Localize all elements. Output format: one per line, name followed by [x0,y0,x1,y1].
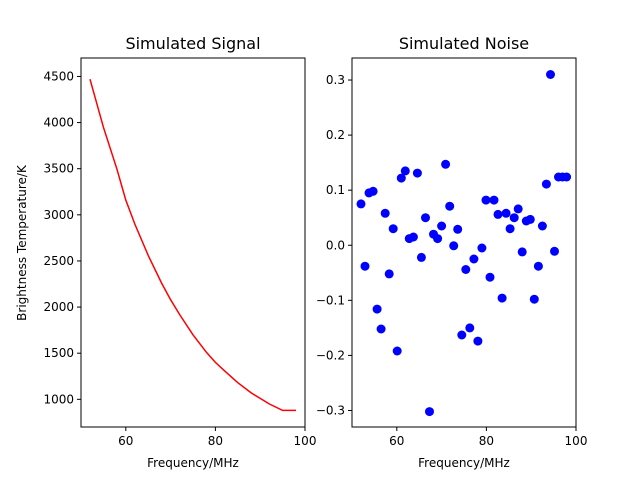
noise-x-ticks: 60 80 100 [389,427,587,448]
signal-chart-title: Simulated Signal [125,34,260,53]
signal-y-tick-label: 2500 [43,254,74,268]
noise-point [360,261,370,271]
signal-y-tick-label: 4000 [43,116,74,130]
noise-point [412,168,422,178]
noise-point [562,172,572,182]
signal-y-ticks: 1000 1500 2000 2500 3000 3500 4000 4500 [43,69,81,406]
noise-point [517,247,527,257]
signal-x-axis-label: Frequency/MHz [147,456,239,470]
signal-x-tick-label: 80 [208,434,223,448]
signal-y-tick-label: 4500 [43,69,74,83]
noise-point [497,293,507,303]
noise-point [501,208,511,218]
signal-series-line [89,78,296,412]
signal-y-tick-label: 1000 [43,392,74,406]
noise-y-tick-label: 0.3 [326,73,345,87]
noise-point [529,294,539,304]
noise-x-axis-label: Frequency/MHz [418,456,510,470]
signal-x-ticks: 60 80 100 [118,427,316,448]
noise-y-tick-label: −0.2 [316,348,345,362]
noise-point [469,254,479,264]
noise-point [356,199,366,209]
noise-y-tick-label: 0.2 [326,128,345,142]
noise-point [493,209,503,219]
signal-plot-area [89,78,296,412]
noise-point [505,224,515,234]
noise-point [509,213,519,223]
signal-y-tick-label: 2000 [43,300,74,314]
noise-y-ticks: −0.3 −0.2 −0.1 0.0 0.1 0.2 0.3 [316,73,352,417]
noise-point [396,173,406,183]
noise-point [473,336,483,346]
noise-point [437,221,447,231]
noise-point [550,246,559,256]
signal-chart: Simulated Signal 60 80 100 1000 1500 2000 250… [15,34,316,470]
noise-y-tick-label: −0.1 [316,293,345,307]
noise-point [461,265,471,274]
noise-y-tick-label: −0.3 [316,403,345,417]
noise-point [449,241,459,251]
noise-point [541,179,551,189]
noise-point [481,195,491,205]
noise-point [546,70,555,79]
noise-x-tick-label: 100 [565,434,588,448]
noise-point [445,201,455,211]
noise-point [477,243,487,253]
signal-x-tick-label: 60 [118,434,133,448]
noise-point [376,324,386,334]
noise-point [372,304,382,314]
noise-point [513,204,523,214]
noise-point [441,159,451,169]
noise-point [485,272,495,282]
signal-y-tick-label: 3500 [43,162,74,176]
noise-point [433,234,443,244]
noise-point [421,213,430,223]
signal-axes-frame [80,57,306,428]
noise-y-tick-label: 0.1 [326,183,345,197]
noise-point [416,252,426,262]
noise-point [388,224,398,234]
noise-x-tick-label: 80 [479,434,494,448]
noise-point [380,208,390,218]
noise-point [465,323,475,333]
noise-plot-area [356,70,572,417]
noise-point [453,224,463,234]
signal-y-axis-label: Brightness Temperature/K [15,164,29,321]
noise-point [384,269,394,279]
noise-x-tick-label: 60 [389,434,404,448]
noise-y-tick-label: 0.0 [326,238,345,252]
noise-point [408,232,418,242]
noise-point [368,186,378,196]
noise-point [537,221,547,231]
noise-point [400,166,410,176]
noise-point [425,407,434,417]
signal-y-tick-label: 1500 [43,346,74,360]
noise-point [457,330,467,340]
noise-point [489,195,499,205]
noise-chart-title: Simulated Noise [399,34,529,53]
noise-chart: Simulated Noise 60 80 100 −0.3 −0.2 −0.1 0.0 0… [316,34,588,470]
signal-y-tick-label: 3000 [43,208,74,222]
noise-point [392,346,402,356]
noise-point [533,261,543,271]
noise-axes-frame [351,57,577,428]
noise-point [525,214,535,224]
signal-x-tick-label: 100 [294,434,317,448]
